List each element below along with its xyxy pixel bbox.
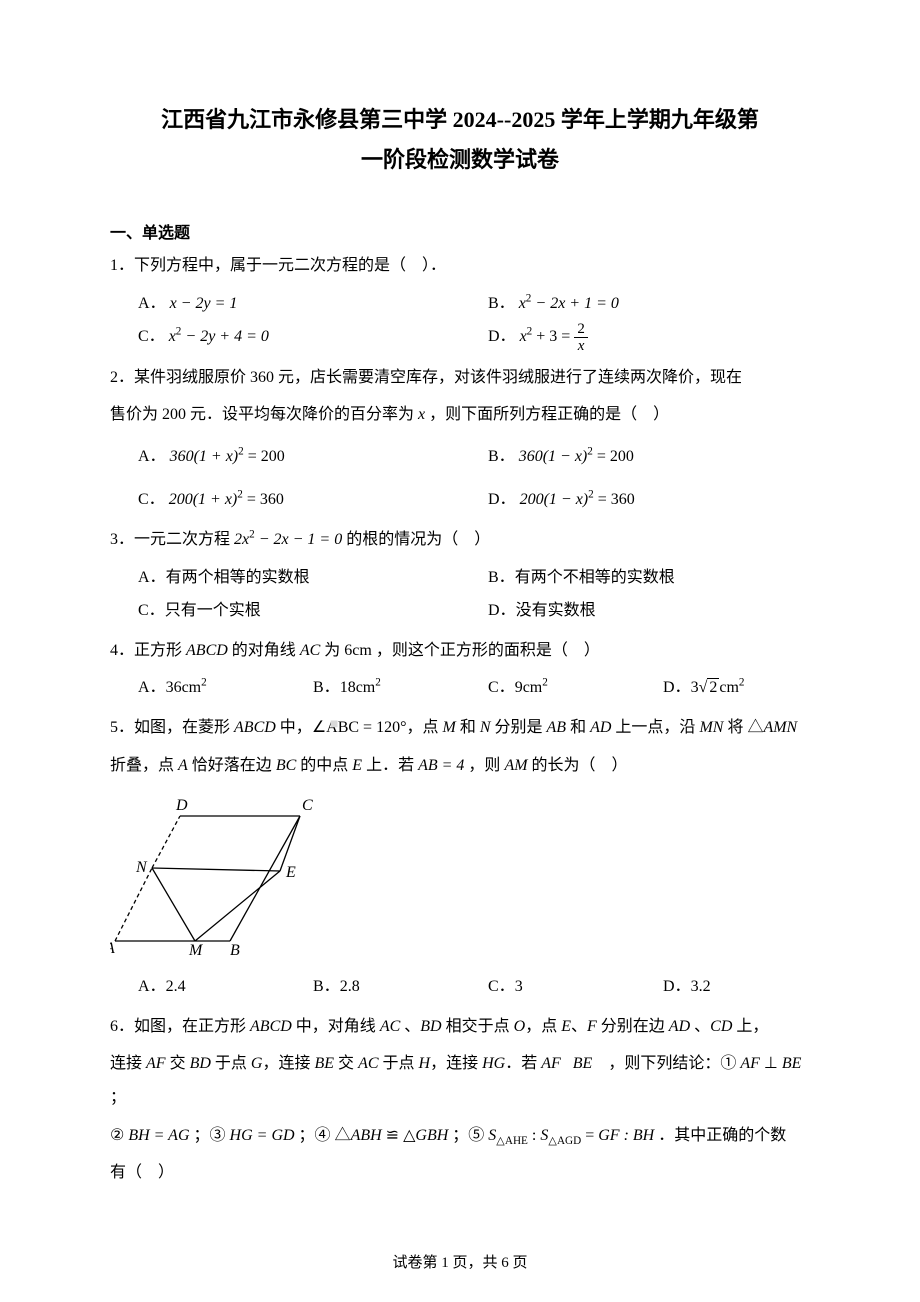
- svg-text:B: B: [230, 942, 240, 959]
- q6-line-1: 6．如图，在正方形 ABCD 中，对角线 AC 、BD 相交于点 O，点 E、F…: [110, 1010, 810, 1044]
- title-line-1: 江西省九江市永修县第三中学 2024--2025 学年上学期九年级第: [110, 100, 810, 140]
- exam-title: 江西省九江市永修县第三中学 2024--2025 学年上学期九年级第 一阶段检测…: [110, 100, 810, 179]
- svg-text:C: C: [302, 797, 313, 814]
- q3-option-b: B．有两个不相等的实数根: [460, 561, 810, 595]
- svg-text:A: A: [110, 940, 115, 957]
- q2-option-b: B． 360(1 − x)2 = 200: [460, 440, 810, 474]
- q2-stem-1: 2．某件羽绒服原价 360 元，店长需要清空库存，对该件羽绒服进行了连续两次降价…: [110, 361, 810, 395]
- q5-line-1: 5．如图，在菱形 ABCD 中，∠ABC = 120°，点 M 和 N 分别是 …: [110, 711, 810, 745]
- q5-line-2: 折叠，点 A 恰好落在边 BC 的中点 E 上．若 AB = 4 ，则 AM 的…: [110, 749, 810, 783]
- q2-option-a: A． 360(1 + x)2 = 200: [110, 440, 460, 474]
- svg-text:E: E: [285, 864, 296, 881]
- page-footer: 试卷第 1 页，共 6 页: [0, 1251, 920, 1272]
- section-1-heading: 一、单选题: [110, 219, 810, 243]
- q5-option-a: A．2.4: [110, 970, 285, 1004]
- q3-stem: 3．一元二次方程 2x2 − 2x − 1 = 0 的根的情况为（ ）: [110, 523, 810, 557]
- q1-option-b: B． x2 − 2x + 1 = 0: [460, 287, 810, 321]
- q3-option-d: D．没有实数根: [460, 594, 810, 628]
- svg-text:M: M: [188, 942, 204, 959]
- q4-option-b: B．18cm2: [285, 671, 460, 705]
- q5-option-c: C．3: [460, 970, 635, 1004]
- q3-options: A．有两个相等的实数根 B．有两个不相等的实数根 C．只有一个实根 D．没有实数…: [110, 561, 810, 628]
- q4-option-a: A．36cm2: [110, 671, 285, 705]
- q4-stem: 4．正方形 ABCD 的对角线 AC 为 6cm ，则这个正方形的面积是（ ）: [110, 634, 810, 668]
- q5-geometry-svg: A M B D C N E: [110, 796, 325, 961]
- q2-options: A． 360(1 + x)2 = 200 B． 360(1 − x)2 = 20…: [110, 440, 810, 517]
- q5-figure: A M B D C N E: [110, 796, 810, 966]
- svg-text:N: N: [135, 859, 148, 876]
- svg-text:D: D: [175, 797, 188, 814]
- q6-line-4: 有（ ）: [110, 1156, 810, 1190]
- q4-option-c: C．9cm2: [460, 671, 635, 705]
- q2-option-c: C． 200(1 + x)2 = 360: [110, 483, 460, 517]
- q3-option-a: A．有两个相等的实数根: [110, 561, 460, 595]
- q2-option-d: D． 200(1 − x)2 = 360: [460, 483, 810, 517]
- title-line-2: 一阶段检测数学试卷: [110, 140, 810, 180]
- q2-stem-2: 售价为 200 元．设平均每次降价的百分率为 x ，则下面所列方程正确的是（ ）: [110, 398, 810, 432]
- exam-page: 江西省九江市永修县第三中学 2024--2025 学年上学期九年级第 一阶段检测…: [0, 0, 920, 1302]
- q4-option-d: D．3√2cm2: [635, 671, 810, 705]
- q1-stem: 1．下列方程中，属于一元二次方程的是（ ）．: [110, 249, 810, 283]
- q5-option-b: B．2.8: [285, 970, 460, 1004]
- q1-option-d: D． x2 + 3 = 2x: [460, 320, 810, 354]
- q1-option-a: A． x − 2y = 1: [110, 287, 460, 321]
- q6-line-3: ② BH = AG ；③ HG = GD ；④ △ABH ≌ △GBH ；⑤ S…: [110, 1119, 810, 1153]
- q1-options: A． x − 2y = 1 B． x2 − 2x + 1 = 0 C． x2 −…: [110, 287, 810, 355]
- q3-option-c: C．只有一个实根: [110, 594, 460, 628]
- q6-line-2: 连接 AF 交 BD 于点 G，连接 BE 交 AC 于点 H，连接 HG．若 …: [110, 1047, 810, 1114]
- q4-options: A．36cm2 B．18cm2 C．9cm2 D．3√2cm2: [110, 671, 810, 705]
- q5-options: A．2.4 B．2.8 C．3 D．3.2: [110, 970, 810, 1004]
- q1-option-c: C． x2 − 2y + 4 = 0: [110, 320, 460, 354]
- q5-option-d: D．3.2: [635, 970, 810, 1004]
